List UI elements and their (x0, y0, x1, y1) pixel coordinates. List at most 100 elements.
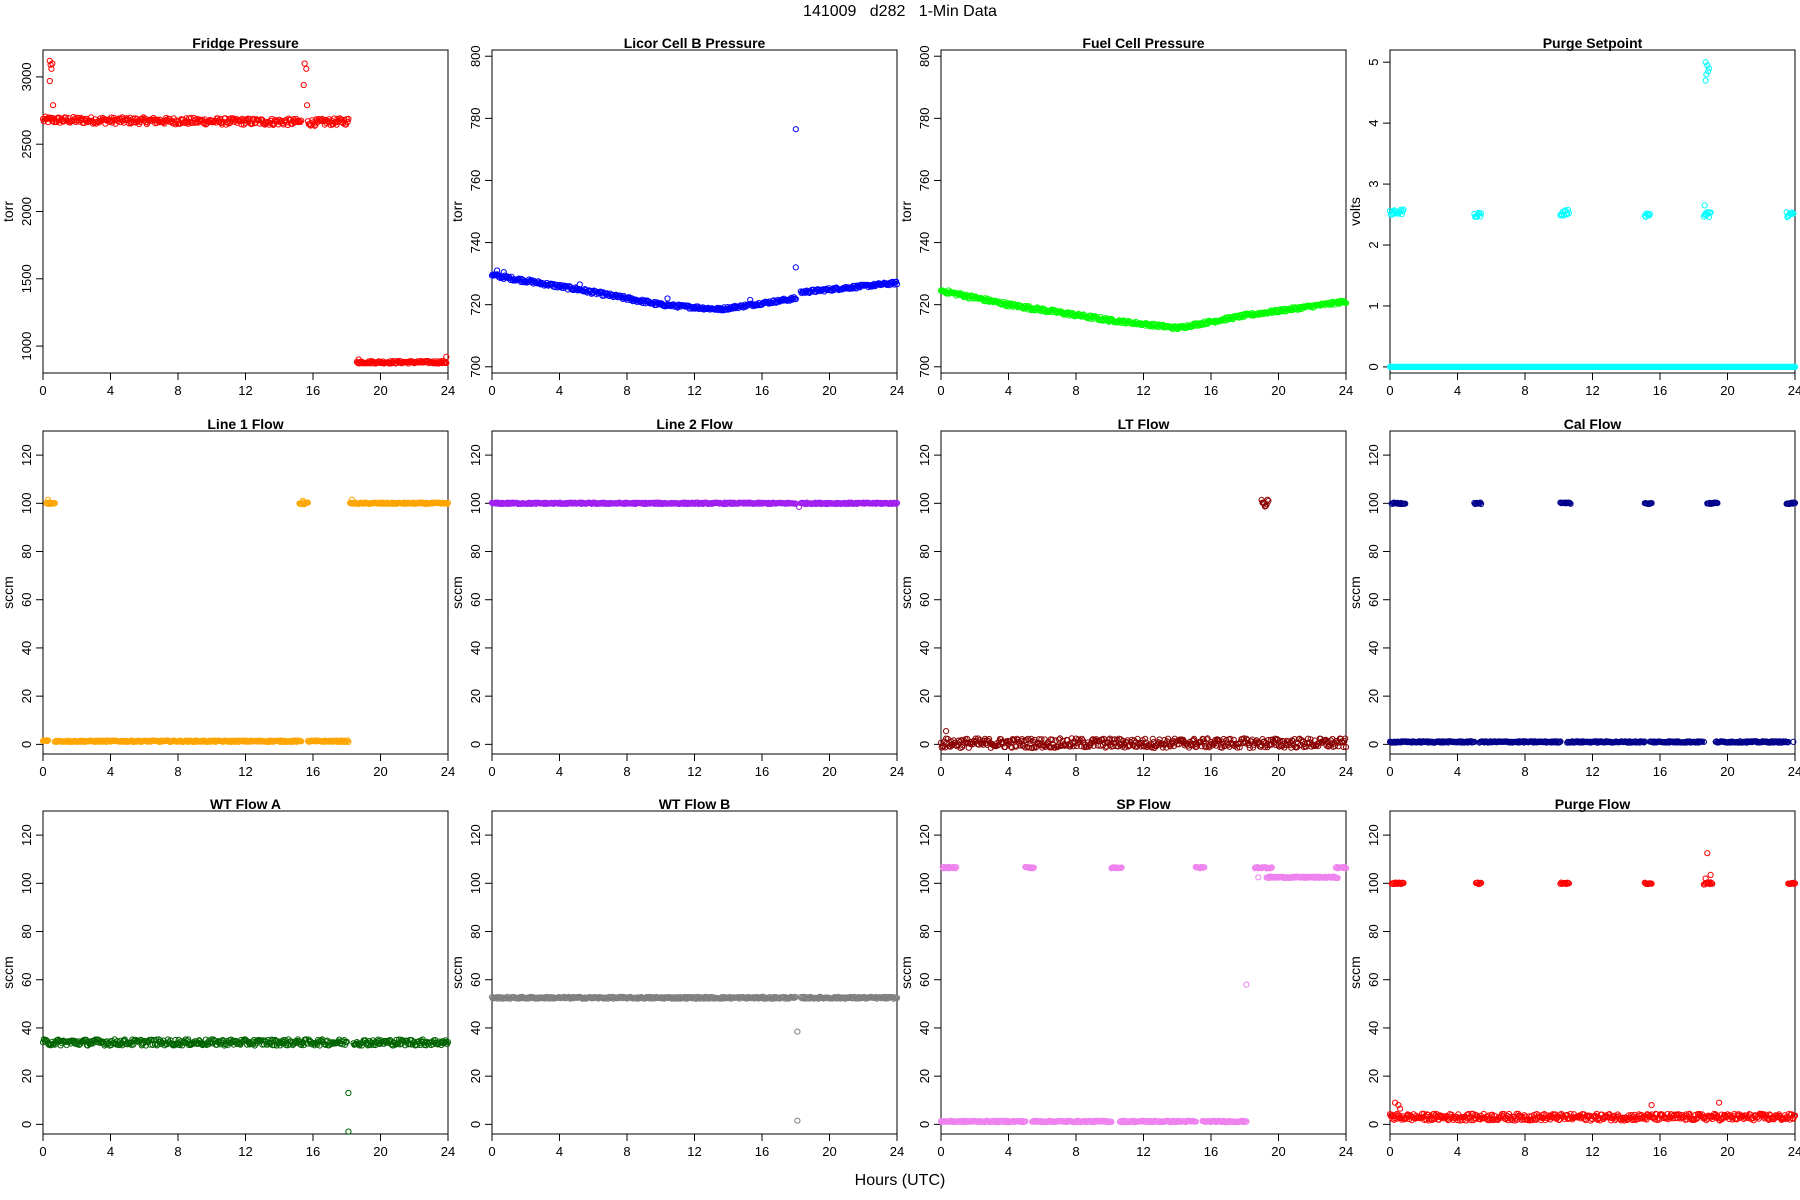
data-point (576, 281, 583, 288)
data-point (1478, 500, 1485, 508)
data-point (47, 1042, 54, 1049)
data-point (1714, 500, 1721, 507)
x-tick-label: 8 (174, 764, 181, 779)
x-tick-label: 12 (1136, 383, 1150, 398)
data-point (358, 1042, 365, 1049)
x-tick-label: 4 (107, 383, 114, 398)
data-point (1246, 744, 1253, 752)
y-tick-label: 80 (19, 544, 34, 558)
data-point (182, 1036, 189, 1043)
data-point (1645, 212, 1653, 219)
y-tick-label: 80 (917, 544, 932, 558)
data-point (393, 1036, 400, 1043)
data-point (1114, 736, 1121, 744)
data-point (1566, 499, 1573, 506)
data-point (1187, 741, 1194, 749)
y-tick-label: 720 (468, 294, 483, 316)
y-tick-label: 120 (468, 444, 483, 466)
plot-frame (42, 810, 449, 1135)
data-point (1402, 500, 1409, 507)
data-point (50, 102, 57, 109)
data-point (1137, 743, 1145, 750)
data-point (1235, 740, 1242, 748)
x-tick-label: 0 (1386, 764, 1393, 779)
data-point (342, 738, 349, 745)
data-point (345, 1128, 352, 1135)
data-point (249, 120, 256, 127)
data-point (1707, 209, 1714, 216)
y-tick-label: 700 (468, 356, 483, 378)
x-tick-label: 20 (1271, 764, 1285, 779)
y-tick-label: 40 (917, 641, 932, 655)
y-tick-label: 760 (468, 170, 483, 192)
data-point (1141, 743, 1148, 750)
y-tick-label: 100 (468, 492, 483, 514)
chart-title: Line 1 Flow (207, 416, 283, 432)
data-point (1198, 743, 1205, 750)
x-tick-label: 24 (441, 383, 455, 398)
data-point (1232, 314, 1239, 321)
data-point (1703, 71, 1710, 78)
x-tick-label: 8 (1521, 383, 1528, 398)
data-point (1791, 363, 1799, 370)
data-point (1342, 744, 1350, 751)
x-tick-label: 4 (1005, 383, 1012, 398)
x-tick-label: 12 (1136, 764, 1150, 779)
y-tick-label: 3 (1366, 180, 1381, 187)
x-tick-label: 12 (238, 383, 252, 398)
series-points (488, 126, 901, 314)
data-point (893, 281, 901, 288)
x-tick-label: 4 (556, 764, 563, 779)
data-point (1131, 737, 1138, 744)
data-point (981, 735, 989, 743)
y-tick-label: 0 (468, 1121, 483, 1128)
data-point (965, 744, 972, 751)
x-tick-label: 8 (174, 1144, 181, 1159)
data-point (1564, 206, 1572, 214)
chart-title: LT Flow (1118, 416, 1170, 432)
data-point (297, 118, 304, 126)
series-points (937, 496, 1350, 752)
y-tick-label: 0 (19, 741, 34, 748)
plot-frame (1389, 430, 1796, 755)
data-point (1705, 65, 1713, 72)
y-tick-label: 20 (917, 689, 932, 703)
data-point (331, 115, 338, 122)
y-tick-label: 760 (917, 170, 932, 192)
y-tick-label: 60 (19, 592, 34, 606)
data-point (1072, 739, 1079, 746)
x-tick-label: 20 (373, 1144, 387, 1159)
data-point (1315, 743, 1322, 750)
x-tick-label: 16 (1653, 764, 1667, 779)
data-point (44, 115, 51, 123)
x-tick-label: 20 (1271, 383, 1285, 398)
x-tick-label: 8 (1072, 383, 1079, 398)
y-tick-label: 40 (19, 641, 34, 655)
data-point (444, 500, 451, 508)
x-tick-label: 8 (623, 1144, 630, 1159)
x-tick-label: 16 (1653, 383, 1667, 398)
data-point (563, 283, 570, 290)
data-point (300, 81, 307, 89)
data-point (1149, 735, 1156, 743)
data-point (345, 1089, 352, 1097)
data-point (344, 118, 351, 126)
data-point (1556, 739, 1563, 746)
x-tick-label: 4 (556, 1144, 563, 1159)
data-point (45, 496, 52, 503)
x-tick-label: 0 (488, 764, 495, 779)
y-tick-label: 4 (1366, 120, 1381, 127)
x-tick-label: 0 (39, 764, 46, 779)
data-point (494, 267, 501, 274)
y-tick-label: 100 (19, 872, 34, 894)
data-point (1273, 735, 1280, 743)
y-tick-label: 20 (19, 1069, 34, 1083)
data-point (1111, 736, 1118, 743)
data-point (1790, 738, 1797, 746)
plot-frame (491, 810, 898, 1135)
y-tick-label: 60 (468, 592, 483, 606)
data-point (1148, 744, 1156, 751)
x-tick-label: 4 (1454, 383, 1461, 398)
data-point (1342, 300, 1350, 307)
